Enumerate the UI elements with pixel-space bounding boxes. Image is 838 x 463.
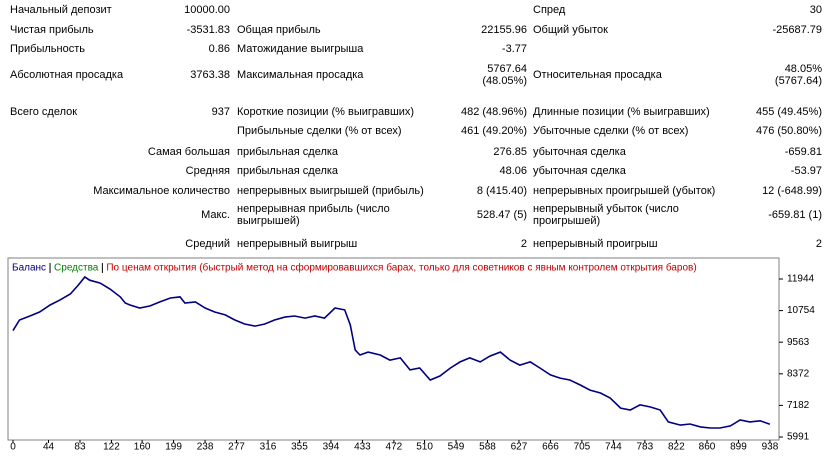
table-label: убыточная сделка — [533, 165, 626, 177]
x-tick-label: 160 — [134, 442, 151, 453]
table-value: Максимальное количество — [93, 185, 230, 197]
table-label: непрерывный проигрыш — [533, 238, 658, 250]
x-tick-label: 355 — [291, 442, 308, 453]
table-label: Прибыльные сделки (% от всех) — [237, 125, 402, 137]
table-label: Матожидание выигрыша — [237, 43, 364, 55]
legend-entry: Баланс — [12, 263, 46, 274]
x-tick-label: 472 — [386, 442, 403, 453]
table-value: 12 (-648.99) — [762, 185, 822, 197]
y-tick-label: 11944 — [787, 274, 815, 285]
table-value: Средний — [185, 238, 230, 250]
table-label: Спред — [533, 4, 566, 16]
table-value: 48.05% (5767.64) — [775, 63, 822, 87]
table-value-line: (5767.64) — [774, 75, 822, 87]
x-tick-label: 744 — [605, 442, 622, 453]
table-label: Чистая прибыль — [10, 24, 94, 36]
x-tick-label: 0 — [10, 442, 16, 453]
table-value-line: 5767.64 — [487, 63, 527, 75]
x-tick-label: 666 — [542, 442, 559, 453]
y-tick-label: 8372 — [787, 368, 810, 379]
balance-line — [12, 275, 771, 429]
x-tick-label: 83 — [74, 442, 86, 453]
x-tick-label: 783 — [637, 442, 654, 453]
x-tick-label: 627 — [511, 442, 528, 453]
table-label: Общая прибыль — [237, 24, 321, 36]
table-value: 10000.00 — [184, 4, 230, 16]
x-tick-label: 277 — [228, 442, 245, 453]
table-value: 476 (50.80%) — [755, 125, 822, 137]
x-tick-label: 394 — [323, 442, 340, 453]
table-value: Средняя — [185, 165, 230, 177]
x-tick-label: 822 — [668, 442, 685, 453]
table-label: непрерывная прибыль (число выигрышей) — [237, 203, 390, 227]
table-value: 3763.38 — [190, 69, 230, 81]
table-label: Общий убыток — [533, 24, 608, 36]
plot-frame — [7, 257, 780, 441]
x-tick-label: 705 — [574, 442, 591, 453]
x-tick-label: 316 — [260, 442, 277, 453]
table-value: Самая большая — [147, 146, 230, 158]
table-label: непрерывный убыток (число проигрышей) — [533, 203, 679, 227]
table-value: 8 (415.40) — [476, 185, 527, 197]
table-value: 482 (48.96%) — [460, 106, 527, 118]
table-label: прибыльная сделка — [237, 146, 339, 158]
table-value-line: (48.05%) — [482, 75, 527, 87]
table-value: 937 — [211, 106, 230, 118]
legend-entry: Средства — [54, 263, 99, 274]
table-label: Длинные позиции (% выигравших) — [533, 106, 710, 118]
table-value: 2 — [520, 238, 527, 250]
x-tick-label: 44 — [43, 442, 55, 453]
table-value: -3531.83 — [186, 24, 230, 36]
table-value: -3.77 — [501, 43, 527, 55]
table-label: Начальный депозит — [10, 4, 112, 16]
x-tick-label: 433 — [354, 442, 371, 453]
y-tick-label: 9563 — [787, 337, 810, 348]
x-tick-label: 549 — [448, 442, 465, 453]
table-label: Всего сделок — [10, 106, 78, 118]
table-value: 528.47 (5) — [476, 209, 527, 221]
x-tick-label: 899 — [730, 442, 747, 453]
x-tick-label: 199 — [165, 442, 182, 453]
x-tick-label: 122 — [103, 442, 120, 453]
x-tick-label: 860 — [699, 442, 716, 453]
y-tick-label: 10754 — [787, 305, 815, 316]
table-label: Максимальная просадка — [237, 69, 364, 81]
x-tick-label: 510 — [416, 442, 433, 453]
table-value-line: 48.05% — [784, 63, 822, 75]
table-label: непрерывный выигрыш — [237, 238, 358, 250]
table-label: Убыточные сделки (% от всех) — [533, 125, 689, 137]
legend-entry: По ценам открытия (быстрый метод на сфор… — [106, 262, 696, 274]
table-value: 48.06 — [499, 165, 527, 177]
table-label: непрерывных выигрышей (прибыль) — [237, 185, 424, 197]
table-value: -659.81 — [784, 146, 822, 158]
table-label: прибыльная сделка — [237, 165, 339, 177]
table-value: 2 — [815, 238, 822, 250]
table-value: 0.86 — [208, 43, 230, 55]
table-value: 5767.64 (48.05%) — [482, 63, 527, 87]
table-value: 30 — [809, 4, 822, 16]
x-tick-label: 588 — [479, 442, 496, 453]
y-tick-label: 7182 — [787, 400, 810, 411]
table-value: 276.85 — [493, 146, 527, 158]
table-value: -53.97 — [790, 165, 822, 177]
table-label: Абсолютная просадка — [10, 69, 124, 81]
table-value: 22155.96 — [481, 24, 527, 36]
table-label: Относительная просадка — [533, 69, 662, 81]
table-value: 461 (49.20%) — [460, 125, 527, 137]
table-label: Прибыльность — [10, 43, 85, 55]
table-value: -659.81 (1) — [768, 209, 822, 221]
x-tick-label: 238 — [197, 442, 214, 453]
x-tick-label: 938 — [762, 442, 779, 453]
table-value: 455 (49.45%) — [755, 106, 822, 118]
table-label: Короткие позиции (% выигравших) — [237, 106, 415, 118]
table-label: убыточная сделка — [533, 146, 626, 158]
table-value: Макс. — [201, 209, 230, 221]
table-value: -25687.79 — [772, 24, 822, 36]
table-label: непрерывных проигрышей (убыток) — [533, 185, 716, 197]
y-tick-label: 5991 — [787, 432, 810, 443]
